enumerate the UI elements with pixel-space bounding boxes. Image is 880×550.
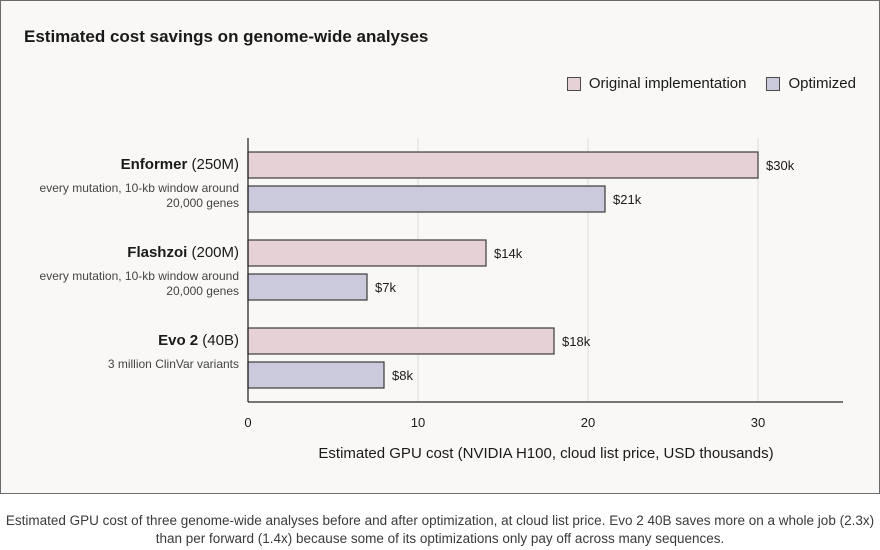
chart-title: Estimated cost savings on genome-wide an… <box>24 27 429 46</box>
bar-value-label: $14k <box>494 246 523 261</box>
bar-value-label: $30k <box>766 158 795 173</box>
bar-optimized <box>247 361 385 389</box>
bar-optimized <box>247 273 368 301</box>
category-note: every mutation, 10-kb window around <box>40 181 239 195</box>
x-tick-label: 30 <box>751 415 765 430</box>
x-axis-label: Estimated GPU cost (NVIDIA H100, cloud l… <box>318 445 773 462</box>
bar-value-label: $21k <box>613 192 642 207</box>
category-label: Flashzoi (200M) <box>127 244 239 261</box>
bar-value-label: $7k <box>375 280 396 295</box>
bar-value-label: $18k <box>562 334 591 349</box>
legend-label-optimized: Optimized <box>788 75 856 92</box>
bar-value-label: $8k <box>392 368 413 383</box>
category-label: Evo 2 (40B) <box>158 332 239 349</box>
x-tick-label: 0 <box>244 415 251 430</box>
legend-label-original: Original implementation <box>588 75 747 92</box>
bar-original <box>247 239 487 267</box>
x-tick-label: 10 <box>411 415 425 430</box>
figure-caption: Estimated GPU cost of three genome-wide … <box>5 513 875 546</box>
bar-original <box>247 151 759 179</box>
legend-item-optimized: Optimized <box>766 75 856 92</box>
x-tick-label: 20 <box>581 415 595 430</box>
category-note: every mutation, 10-kb window around <box>40 269 239 283</box>
chart-legend: Original implementation Optimized <box>566 75 856 92</box>
category-note: 20,000 genes <box>166 196 239 210</box>
category-label: Enformer (250M) <box>121 156 239 173</box>
legend-item-original: Original implementation <box>566 75 747 92</box>
category-note: 3 million ClinVar variants <box>108 357 239 371</box>
bar-chart: $30k $14k $18k $21k $7k $8k 0 10 20 30 Estimated G… <box>40 138 843 462</box>
bar-optimized <box>247 185 606 213</box>
legend-swatch-original <box>566 76 581 91</box>
category-note: 20,000 genes <box>166 284 239 298</box>
bar-original <box>247 327 555 355</box>
legend-swatch-optimized <box>766 76 781 91</box>
